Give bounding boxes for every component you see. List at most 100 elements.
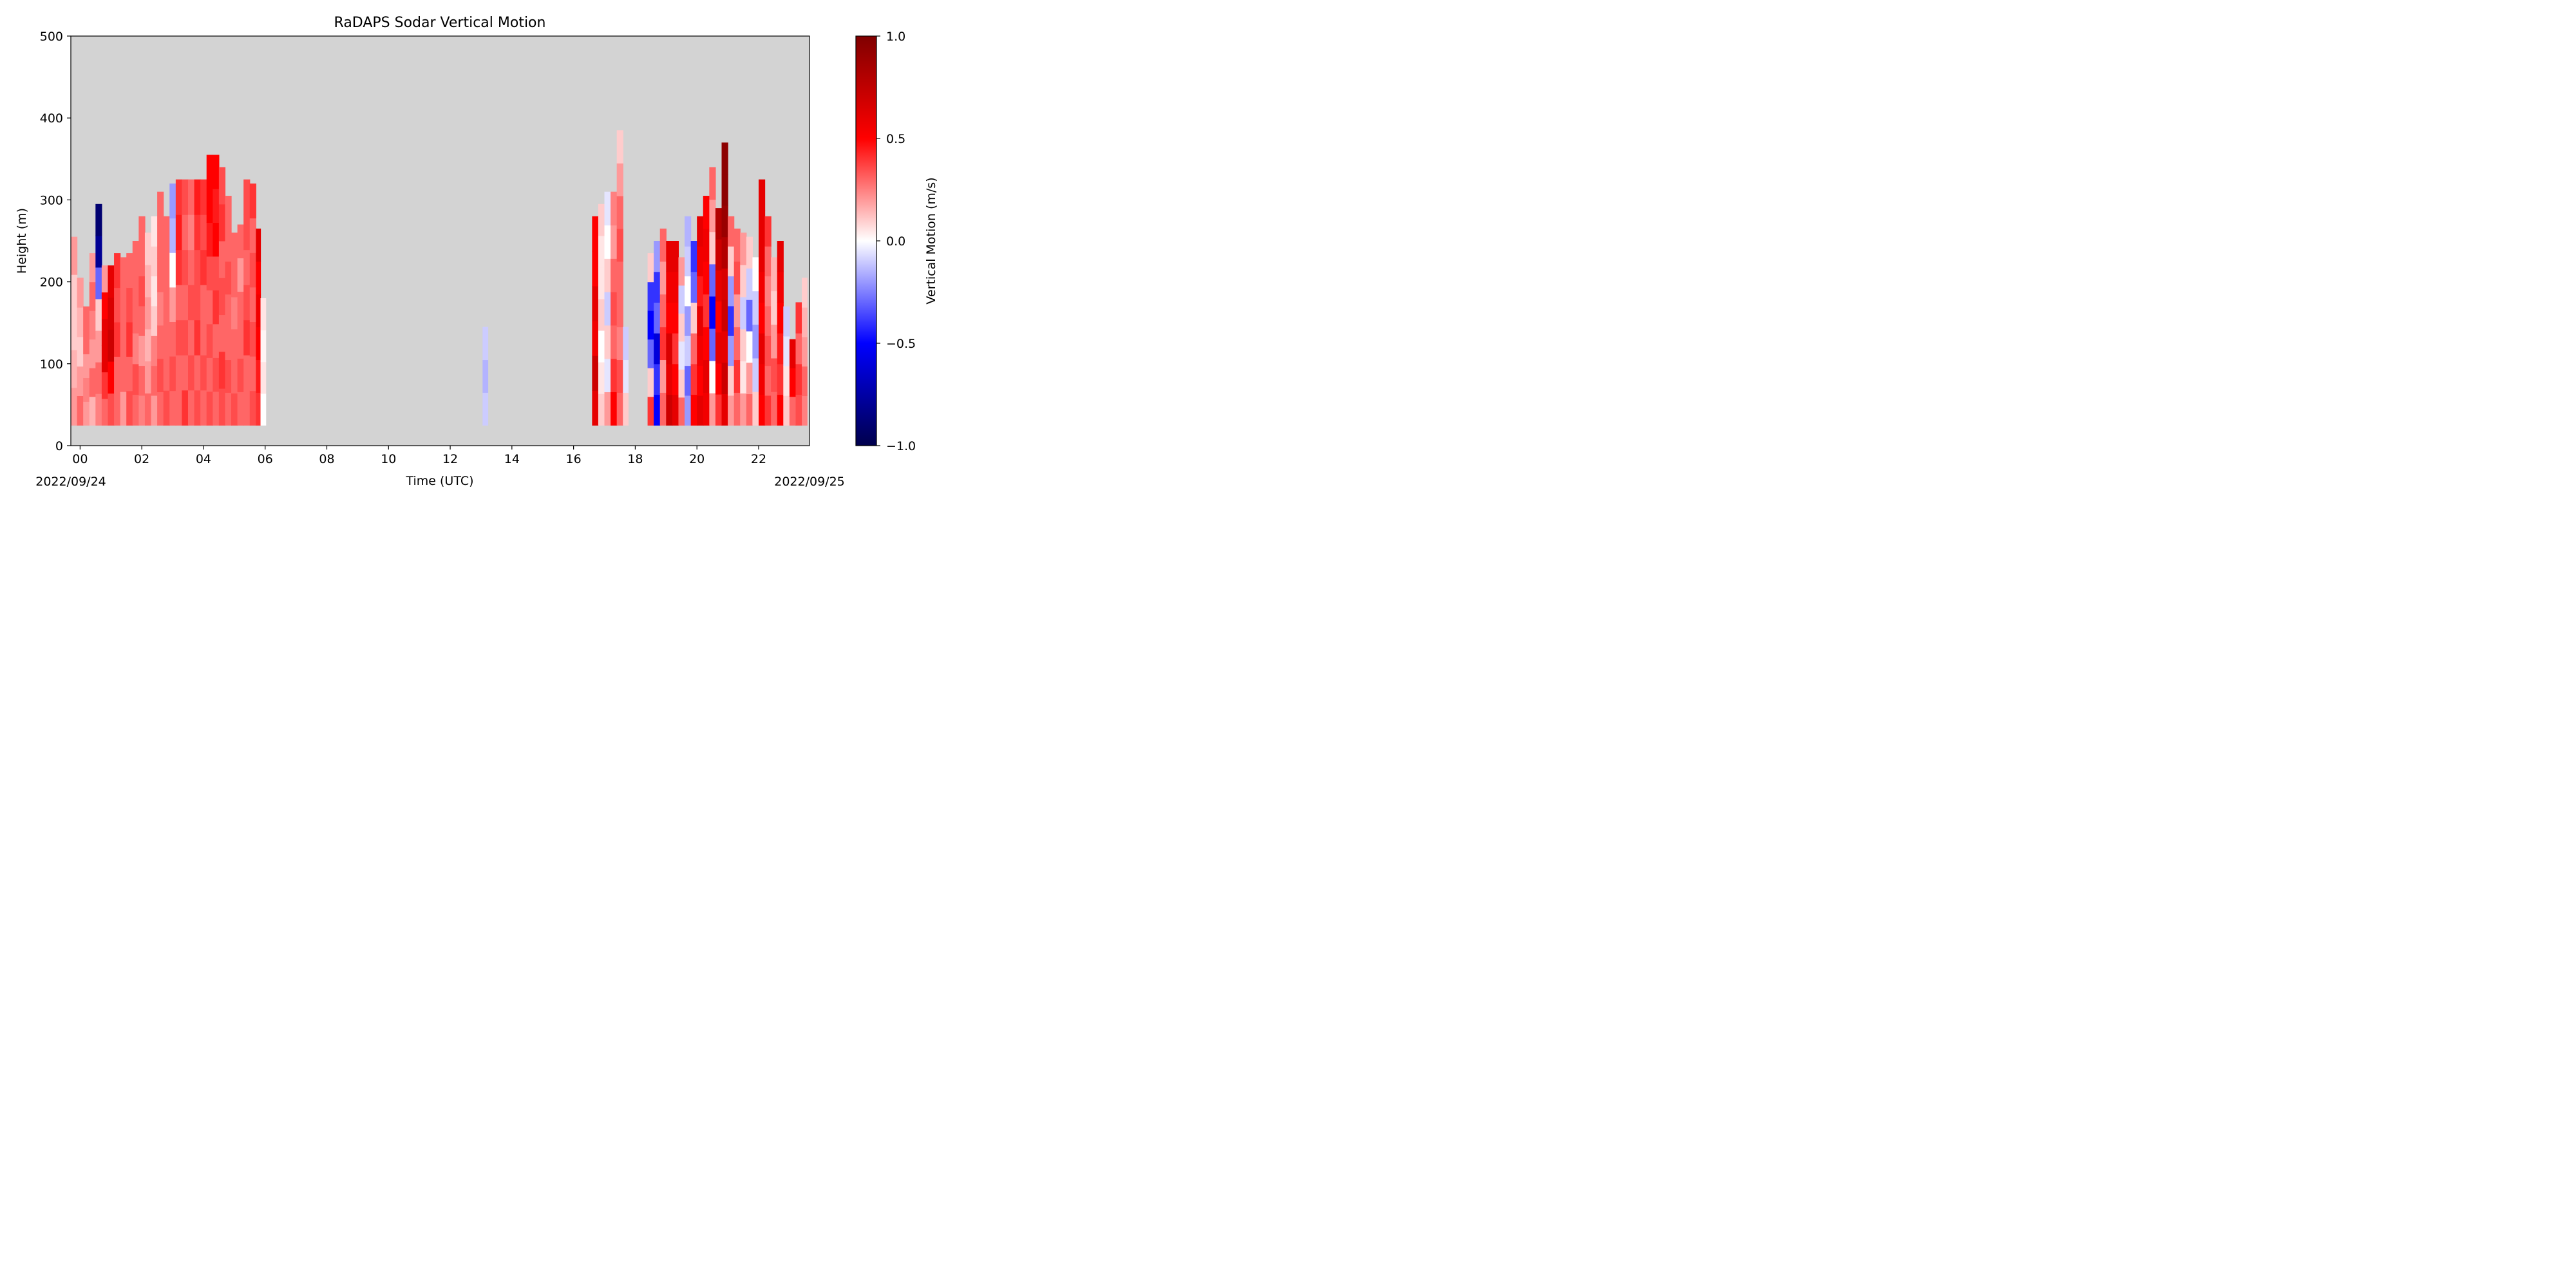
heatmap-cell bbox=[715, 239, 723, 271]
heatmap-cell bbox=[182, 214, 189, 251]
heatmap-cell bbox=[108, 329, 115, 362]
heatmap-cell bbox=[249, 218, 256, 253]
colorbar-ticks: −1.0 −0.5 0.0 0.5 1.0 bbox=[876, 30, 916, 453]
heatmap-cell bbox=[206, 222, 213, 257]
heatmap-cell bbox=[647, 368, 654, 397]
heatmap-cell bbox=[144, 232, 152, 265]
heatmap-cell bbox=[89, 368, 96, 397]
heatmap-cell bbox=[114, 287, 121, 323]
heatmap-cell bbox=[182, 319, 189, 355]
heatmap-cell bbox=[690, 302, 697, 334]
heatmap-cell bbox=[672, 394, 679, 426]
heatmap-cell bbox=[764, 305, 772, 336]
heatmap-cell bbox=[721, 393, 728, 426]
heatmap-cell bbox=[728, 276, 735, 307]
heatmap-cell bbox=[611, 258, 618, 292]
heatmap-cell bbox=[685, 395, 692, 426]
heatmap-cell bbox=[758, 333, 766, 365]
heatmap-cell bbox=[132, 363, 139, 395]
heatmap-cell bbox=[685, 365, 692, 396]
x-tick-label: 00 bbox=[72, 452, 88, 466]
heatmap-cell bbox=[194, 319, 201, 355]
x-tick-label: 10 bbox=[381, 452, 396, 466]
heatmap-cell bbox=[95, 298, 102, 331]
heatmap-cell bbox=[194, 390, 201, 426]
heatmap-cell bbox=[95, 393, 102, 426]
heatmap-cell bbox=[138, 216, 146, 247]
colorbar-tick-label: 1.0 bbox=[886, 30, 905, 44]
heatmap-cell bbox=[182, 285, 189, 321]
heatmap-cell bbox=[243, 179, 251, 215]
heatmap-cell bbox=[157, 292, 164, 326]
heatmap-cell bbox=[213, 222, 220, 257]
heatmap-cell bbox=[200, 390, 207, 426]
heatmap-cell bbox=[734, 327, 741, 361]
heatmap-cell bbox=[77, 395, 84, 426]
heatmap-cell bbox=[151, 336, 158, 366]
heatmap-cell bbox=[249, 321, 256, 357]
heatmap-cell bbox=[678, 285, 685, 314]
heatmap-cell bbox=[151, 246, 158, 277]
heatmap-cell bbox=[256, 327, 261, 361]
heatmap-cell bbox=[231, 361, 238, 393]
heatmap-cell bbox=[647, 281, 654, 311]
heatmap-cell bbox=[175, 214, 183, 251]
heatmap-cell bbox=[482, 327, 489, 361]
y-tick-label: 200 bbox=[40, 276, 63, 290]
heatmap-cell bbox=[213, 290, 220, 325]
heatmap-cell bbox=[218, 241, 226, 278]
x-tick-label: 02 bbox=[134, 452, 149, 466]
heatmap-cell bbox=[598, 330, 605, 363]
heatmap-cell bbox=[616, 228, 623, 262]
heatmap-cell bbox=[243, 249, 251, 285]
heatmap-cell bbox=[151, 395, 158, 426]
heatmap-cell bbox=[611, 191, 618, 226]
heatmap-cell bbox=[752, 392, 759, 426]
heatmap-cell bbox=[225, 294, 232, 328]
heatmap-cell bbox=[225, 392, 232, 426]
heatmap-cell bbox=[647, 310, 654, 340]
heatmap-cell bbox=[666, 394, 673, 426]
heatmap-cell bbox=[746, 330, 753, 363]
heatmap-cell bbox=[169, 321, 176, 357]
y-tick-label: 300 bbox=[40, 193, 63, 207]
heatmap-cell bbox=[771, 290, 778, 325]
heatmap-cell bbox=[734, 392, 741, 426]
heatmap-cell bbox=[218, 204, 226, 242]
heatmap-cell bbox=[740, 393, 747, 426]
heatmap-cell bbox=[666, 241, 673, 272]
heatmap-cell bbox=[611, 392, 618, 426]
heatmap-cell bbox=[746, 362, 753, 395]
heatmap-cell bbox=[182, 249, 189, 285]
heatmap-cell bbox=[231, 328, 238, 362]
heatmap-cell bbox=[795, 363, 802, 395]
heatmap-cell bbox=[746, 268, 753, 300]
heatmap-cell bbox=[260, 361, 267, 394]
heatmap-cell bbox=[225, 327, 232, 361]
heatmap-cell bbox=[200, 214, 207, 251]
heatmap-cell bbox=[715, 270, 723, 302]
heatmap-cell bbox=[659, 327, 667, 361]
heatmap-cell bbox=[213, 391, 220, 426]
heatmap-cell bbox=[789, 396, 797, 426]
heatmap-cell bbox=[206, 256, 213, 290]
heatmap-cell bbox=[783, 395, 790, 426]
heatmap-cell bbox=[604, 191, 611, 226]
heatmap-cell bbox=[138, 395, 146, 426]
heatmap-cell bbox=[690, 271, 697, 303]
colorbar bbox=[855, 35, 877, 446]
heatmap-cell bbox=[101, 265, 109, 293]
heatmap-cell bbox=[611, 225, 618, 259]
heatmap-cell bbox=[592, 285, 599, 321]
heatmap-cell bbox=[672, 241, 679, 272]
heatmap-cell bbox=[598, 235, 605, 268]
heatmap-cell bbox=[709, 263, 716, 297]
heatmap-cell bbox=[163, 216, 170, 252]
heatmap-cell bbox=[213, 155, 220, 189]
heatmap-cell bbox=[237, 392, 244, 426]
heatmap-cell bbox=[654, 271, 661, 303]
heatmap-cell bbox=[231, 296, 238, 330]
heatmap-cell bbox=[108, 361, 115, 394]
heatmap-cell bbox=[604, 225, 611, 259]
heatmap-cell bbox=[213, 357, 220, 392]
